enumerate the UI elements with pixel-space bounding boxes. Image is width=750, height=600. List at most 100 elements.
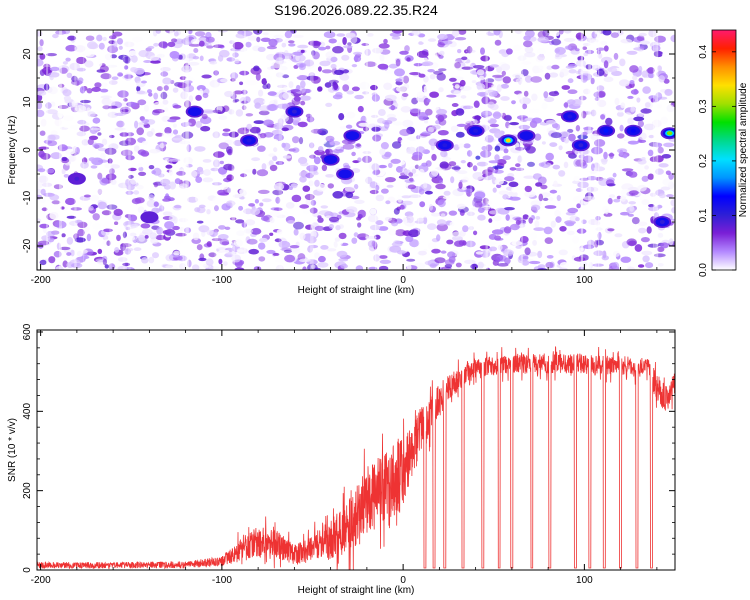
heatmap-speckle (112, 31, 123, 37)
heatmap-speckle (90, 194, 99, 202)
heatmap-speckle (39, 197, 46, 204)
heatmap-speckle (128, 50, 138, 57)
heatmap-speckle (492, 74, 504, 78)
heatmap-speckle (454, 37, 467, 41)
heatmap-speckle (104, 147, 117, 155)
heatmap-speckle (407, 184, 417, 190)
heatmap-speckle (239, 81, 244, 86)
heatmap-speckle (257, 46, 266, 53)
heatmap-speckle (629, 65, 639, 73)
heatmap-speckle (630, 89, 639, 95)
heatmap-speckle (323, 31, 336, 39)
heatmap-speckle (542, 197, 549, 201)
heatmap-speckle (230, 78, 236, 82)
heatmap-speckle (450, 125, 459, 132)
heatmap-speckle (148, 194, 155, 201)
heatmap-speckle (491, 229, 504, 235)
heatmap-speckle (395, 78, 403, 82)
heatmap-speckle (658, 193, 666, 199)
heatmap-speckle (642, 255, 650, 263)
heatmap-speckle (639, 40, 651, 45)
heatmap-speckle (131, 198, 142, 205)
heatmap-speckle (637, 264, 645, 268)
heatmap-speckle (442, 195, 451, 200)
heatmap-speckle (397, 195, 403, 203)
heatmap-speckle (256, 36, 261, 43)
heatmap-speckle (457, 170, 468, 175)
heatmap-speckle (480, 55, 490, 62)
heatmap-speckle (325, 102, 333, 107)
heatmap-speckle (285, 202, 295, 209)
heatmap-speckle (49, 194, 60, 201)
heatmap-speckle (455, 108, 465, 116)
heatmap-speckle (160, 91, 168, 100)
heatmap-speckle (381, 188, 389, 194)
x-tick-label: -200 (31, 575, 51, 586)
heatmap-speckle (380, 142, 389, 150)
heatmap-speckle (288, 81, 294, 89)
heatmap-speckle (218, 115, 228, 120)
y-tick-label: 600 (22, 323, 33, 340)
heatmap-speckle (517, 155, 523, 163)
heatmap-speckle (125, 235, 136, 242)
heatmap-speckle (401, 167, 408, 173)
heatmap-speckle (272, 189, 284, 196)
heatmap-speckle (393, 208, 400, 215)
heatmap-speckle (619, 149, 624, 156)
heatmap-speckle (612, 250, 621, 257)
heatmap-speckle (232, 98, 240, 102)
heatmap-speckle (302, 185, 311, 192)
heatmap-speckle (475, 155, 481, 160)
heatmap-streak (656, 30, 659, 270)
heatmap-speckle (253, 30, 263, 35)
heatmap-speckle (627, 140, 639, 145)
heatmap-speckle (353, 232, 359, 237)
heatmap-speckle (563, 161, 569, 169)
heatmap-speckle (657, 65, 662, 72)
heatmap-speckle (138, 166, 144, 172)
heatmap-speckle (522, 256, 529, 260)
heatmap-speckle (66, 252, 72, 256)
heatmap-hotspot-peak (567, 114, 573, 119)
heatmap-speckle (509, 167, 517, 171)
heatmap-speckle (671, 207, 675, 214)
heatmap-speckle (82, 79, 89, 84)
heatmap-speckle (345, 124, 353, 129)
heatmap-speckle (312, 51, 320, 60)
heatmap-streak (122, 30, 126, 270)
heatmap-speckle (616, 111, 624, 117)
heatmap-speckle (79, 86, 86, 94)
heatmap-speckle (644, 165, 649, 170)
heatmap-speckle (152, 109, 165, 114)
heatmap-speckle (488, 210, 500, 215)
heatmap-speckle (478, 75, 485, 81)
heatmap-speckle (346, 111, 356, 119)
colorbar: 0.0 0.1 0.2 0.3 0.4 Normalized spectral ampl… (698, 29, 749, 277)
heatmap-speckle (510, 223, 520, 231)
heatmap-speckle (399, 50, 409, 55)
heatmap-speckle (408, 229, 420, 238)
heatmap-speckle (472, 165, 478, 172)
heatmap-speckle (282, 92, 294, 100)
heatmap-speckle (333, 241, 338, 248)
heatmap-speckle (291, 194, 302, 203)
colorbar-tick-label: 0.1 (698, 208, 709, 222)
heatmap-speckle (546, 254, 554, 259)
heatmap-speckle (399, 128, 411, 137)
heatmap-speckle (494, 145, 501, 152)
x-tick-label: 0 (400, 275, 406, 286)
heatmap-speckle (418, 188, 425, 195)
heatmap-speckle (500, 83, 509, 89)
heatmap-speckle (319, 135, 324, 141)
heatmap-speckle (163, 195, 171, 200)
heatmap-speckle (217, 54, 224, 62)
heatmap-speckle (594, 221, 601, 226)
heatmap-speckle (523, 35, 531, 41)
heatmap-speckle (240, 89, 248, 95)
heatmap-speckle (129, 223, 139, 229)
heatmap-speckle (196, 244, 203, 251)
heatmap-speckle (459, 79, 466, 87)
heatmap-speckle (79, 125, 90, 132)
heatmap-speckle (664, 88, 673, 96)
heatmap-speckle (503, 226, 512, 234)
